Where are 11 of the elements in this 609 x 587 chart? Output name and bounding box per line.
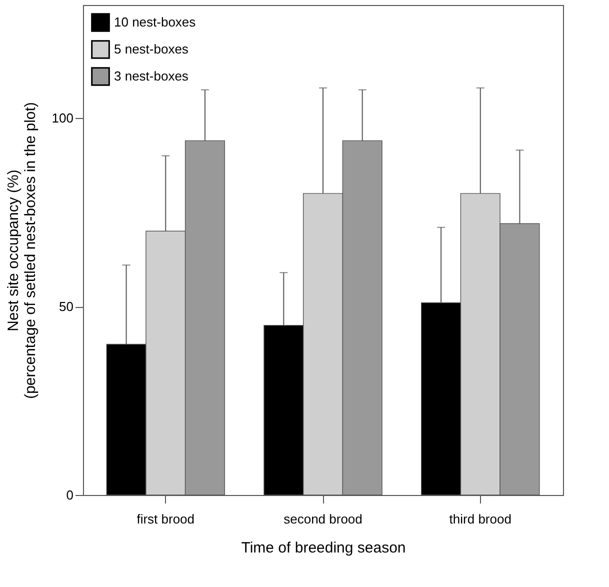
legend-label: 10 nest-boxes <box>114 14 196 30</box>
y-tick-label: 0 <box>66 488 74 502</box>
x-axis-title: Time of breeding season <box>241 540 406 556</box>
legend-label: 5 nest-boxes <box>114 42 189 56</box>
x-tick-label: second brood <box>284 512 362 526</box>
legend-label: 3 nest-boxes <box>114 68 189 84</box>
y-tick-label: 100 <box>52 110 74 126</box>
y-tick-label: 50 <box>59 299 74 314</box>
x-tick-label: third brood <box>449 512 512 526</box>
x-tick-label: first brood <box>136 512 195 526</box>
y-axis-title: Nest site occupancy (%) (percentage of settled nest-boxes in the plot) <box>4 102 39 399</box>
